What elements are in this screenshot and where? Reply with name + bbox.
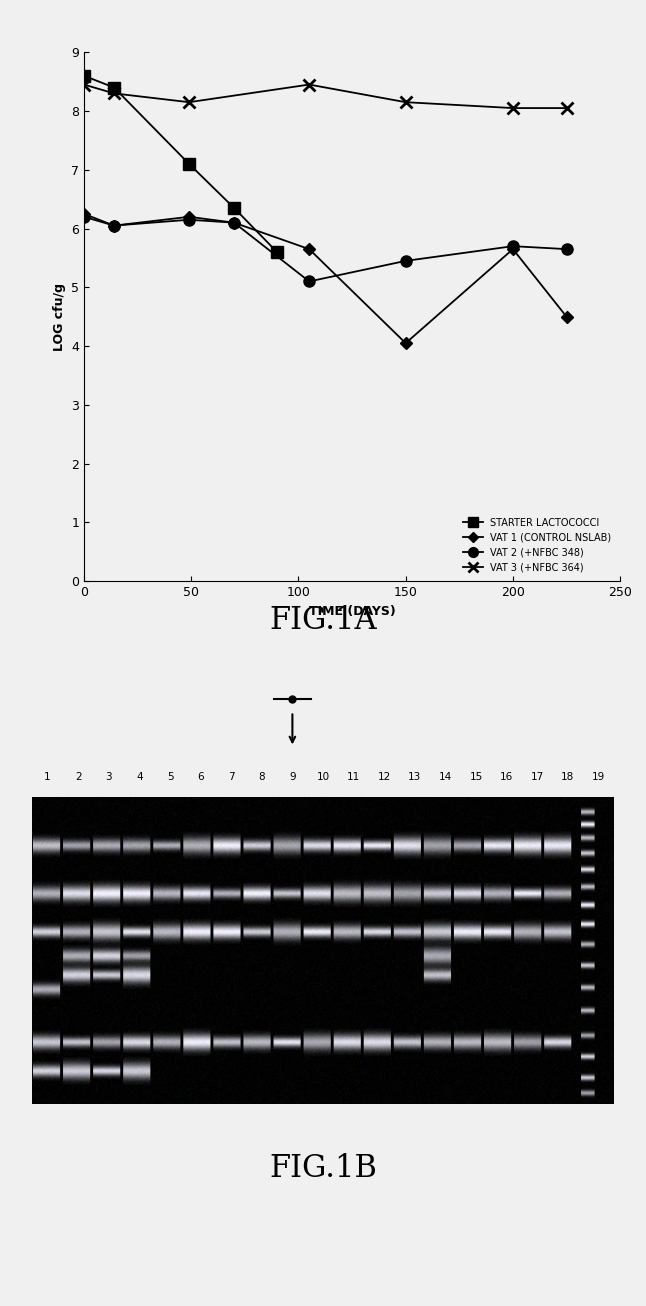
Text: 18: 18	[561, 772, 574, 782]
Text: 8: 8	[258, 772, 265, 782]
Legend: STARTER LACTOCOCCI, VAT 1 (CONTROL NSLAB), VAT 2 (+NFBC 348), VAT 3 (+NFBC 364): STARTER LACTOCOCCI, VAT 1 (CONTROL NSLAB…	[459, 515, 615, 576]
Text: 4: 4	[136, 772, 143, 782]
Text: 16: 16	[500, 772, 513, 782]
Text: 7: 7	[228, 772, 234, 782]
Text: 1: 1	[45, 772, 51, 782]
Text: FIG.1B: FIG.1B	[269, 1153, 377, 1185]
Text: 11: 11	[347, 772, 360, 782]
Text: 15: 15	[470, 772, 483, 782]
Text: 2: 2	[75, 772, 81, 782]
Text: 3: 3	[105, 772, 112, 782]
Text: 10: 10	[317, 772, 329, 782]
Y-axis label: LOG cfu/g: LOG cfu/g	[52, 282, 65, 351]
Text: 13: 13	[408, 772, 421, 782]
Text: 12: 12	[377, 772, 391, 782]
Text: 9: 9	[289, 772, 296, 782]
Text: 14: 14	[439, 772, 452, 782]
Text: 5: 5	[167, 772, 173, 782]
Text: 6: 6	[197, 772, 204, 782]
Text: 17: 17	[530, 772, 544, 782]
Text: 19: 19	[592, 772, 605, 782]
Text: FIG.1A: FIG.1A	[269, 605, 377, 636]
X-axis label: TIME (DAYS): TIME (DAYS)	[309, 605, 395, 618]
